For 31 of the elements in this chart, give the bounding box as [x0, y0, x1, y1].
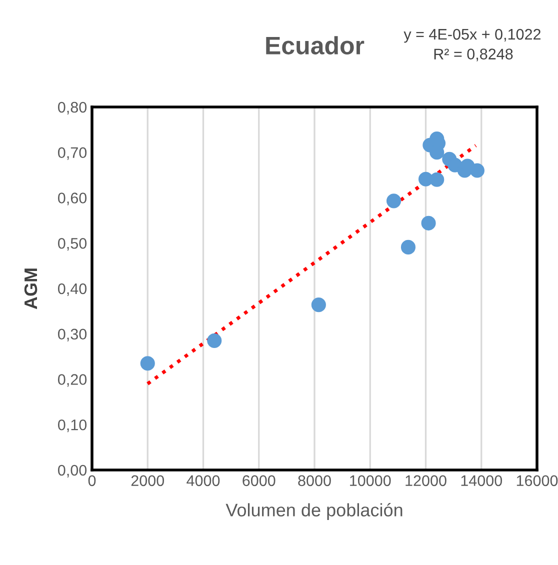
x-tick-label: 8000 [298, 475, 331, 486]
y-tick-label: 0,40 [58, 283, 87, 296]
y-tick-label: 0,60 [58, 192, 87, 206]
y-tick-label: 0,10 [58, 419, 87, 432]
y-tick-label: 0,30 [58, 328, 87, 342]
point [207, 333, 222, 348]
point [400, 240, 416, 254]
x-tick-label: 6000 [242, 475, 276, 486]
y-tick-label: 0,70 [58, 147, 87, 160]
x-tick-label: 10000 [350, 475, 391, 486]
point [421, 216, 436, 230]
point [430, 172, 444, 187]
y-axis-title: AGM [24, 268, 38, 310]
point [386, 194, 402, 208]
x-tick-label: 14000 [461, 475, 502, 486]
y-tick-label: 0,20 [58, 374, 87, 387]
point [470, 163, 484, 178]
point [140, 356, 155, 371]
text: R² = 0,8248 [434, 48, 513, 62]
y-tick-label: 0,50 [58, 238, 87, 251]
x-tick-label: 16000 [516, 475, 558, 486]
y-tick-label: 0,80 [58, 102, 87, 114]
y-tick-label: 0,00 [58, 464, 87, 478]
x-tick-label: 4000 [186, 475, 220, 486]
x-tick-label: 12000 [406, 475, 446, 486]
text: y = 4E-05x + 0,1022 [404, 28, 540, 43]
x-axis-title: Volumen de población [226, 502, 402, 520]
x-tick-label: 0 [88, 475, 96, 486]
x-tick-label: 2000 [131, 475, 164, 486]
chart-title: Ecuador [266, 36, 364, 54]
point [311, 298, 326, 312]
